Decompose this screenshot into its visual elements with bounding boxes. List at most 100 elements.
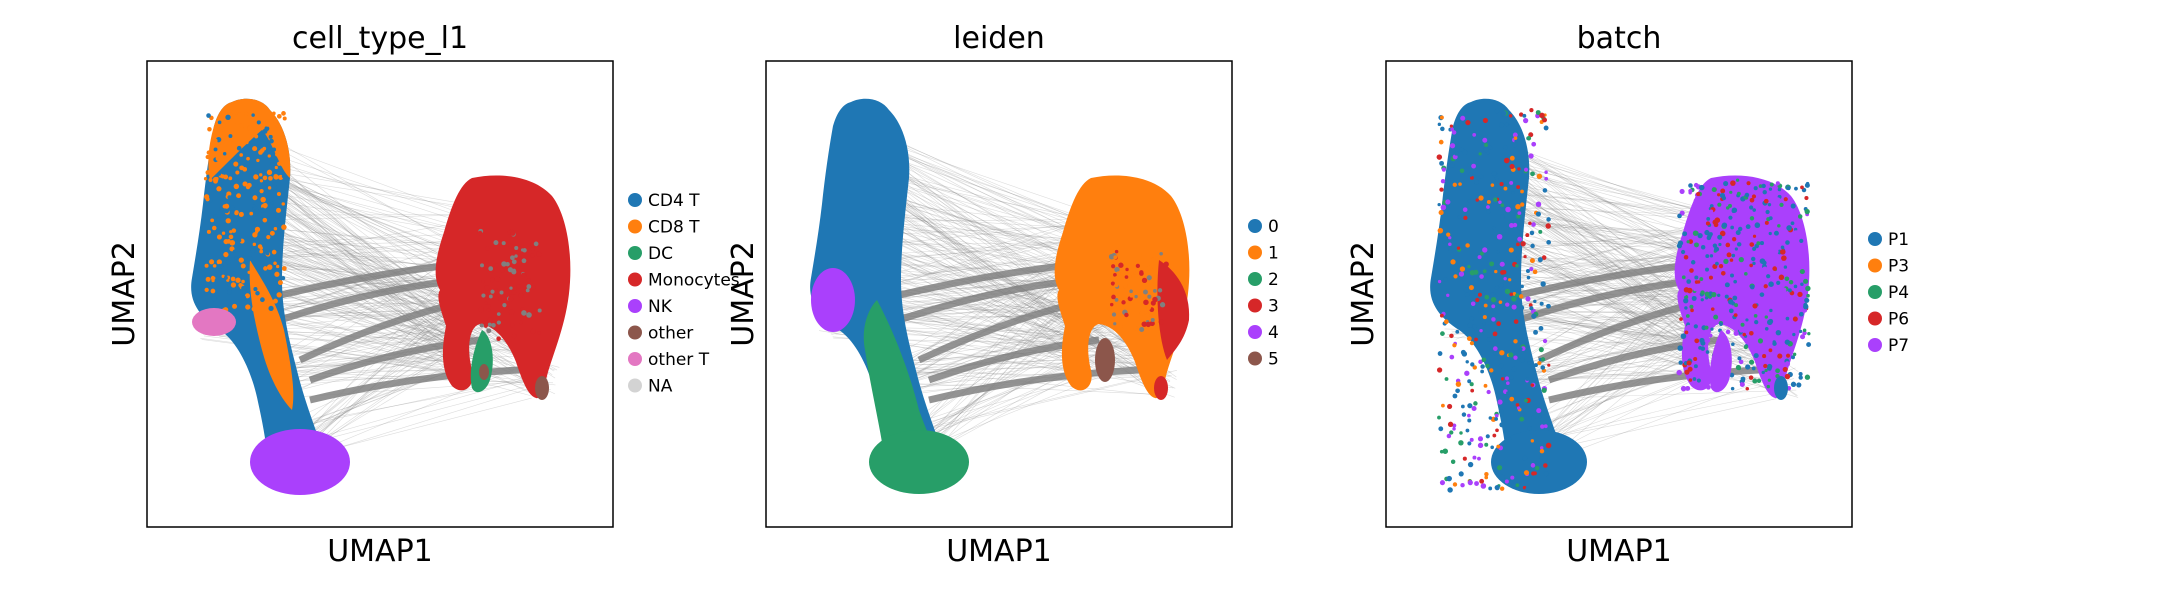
cell-point xyxy=(1459,266,1466,272)
cell-point xyxy=(1451,130,1457,135)
cell-point xyxy=(264,295,269,300)
cell-point xyxy=(236,145,242,151)
cell-point xyxy=(487,322,492,327)
cell-point xyxy=(253,174,259,180)
cell-point xyxy=(1447,403,1453,410)
cell-point xyxy=(1676,369,1682,376)
graph-edge xyxy=(261,288,469,344)
cell-point xyxy=(1756,241,1761,246)
legend-marker xyxy=(628,193,642,207)
cell-point xyxy=(273,261,277,266)
cell-point xyxy=(1446,433,1452,439)
cell-point xyxy=(1508,114,1513,118)
legend-marker xyxy=(1868,285,1882,299)
cell-point xyxy=(1491,225,1496,230)
cell-point xyxy=(1480,483,1487,489)
graph-edge xyxy=(871,226,1088,317)
cell-point xyxy=(1129,289,1133,294)
cell-point xyxy=(256,120,261,125)
cell-point xyxy=(1684,330,1689,335)
cell-point xyxy=(240,295,247,301)
cell-point xyxy=(1704,229,1710,236)
cell-point xyxy=(1131,274,1135,279)
graph-edge xyxy=(863,210,1177,380)
cell-point xyxy=(496,336,501,342)
cell-point xyxy=(1749,197,1755,203)
cell-point xyxy=(1804,297,1810,303)
cell-point xyxy=(1470,301,1476,307)
cell-point xyxy=(1704,325,1709,330)
cell-point xyxy=(1437,227,1444,234)
cell-point xyxy=(1513,319,1519,324)
cd8-t-cluster xyxy=(249,260,294,410)
cell-point xyxy=(267,148,272,153)
cell-point xyxy=(1450,259,1456,265)
cell-point xyxy=(1478,174,1484,179)
cell-point xyxy=(1139,310,1145,316)
cell-point xyxy=(1152,289,1157,293)
cell-point xyxy=(1530,383,1535,387)
cell-point xyxy=(1543,463,1548,468)
cell-point xyxy=(488,294,493,299)
cell-point xyxy=(519,320,523,325)
cell-point xyxy=(1752,261,1756,266)
cell-point xyxy=(1494,485,1500,491)
cell-point xyxy=(204,291,208,296)
cell-point xyxy=(1744,272,1748,276)
cell-point xyxy=(1455,329,1460,334)
cell-point xyxy=(270,201,274,205)
cell-point xyxy=(228,234,234,240)
cell-point xyxy=(1524,398,1528,403)
cell-point xyxy=(1467,199,1471,203)
cell-point xyxy=(271,184,278,191)
cell-point xyxy=(1437,351,1443,356)
cell-point xyxy=(253,296,259,302)
plot-frame xyxy=(146,60,614,528)
cell-point xyxy=(1738,359,1744,365)
cell-point xyxy=(491,323,496,328)
cell-point xyxy=(1749,250,1753,255)
cell-point xyxy=(1717,293,1721,297)
cell-point xyxy=(1114,266,1120,273)
cell-point xyxy=(209,259,215,265)
cell-point xyxy=(1463,287,1469,293)
cell-point xyxy=(477,230,483,236)
cell-point xyxy=(258,150,263,155)
cell-point xyxy=(1449,430,1454,435)
cell-point xyxy=(1786,186,1791,191)
cell-point xyxy=(1705,221,1710,226)
cell-point xyxy=(1483,303,1488,308)
cell-point xyxy=(238,211,244,217)
cell-point xyxy=(1141,253,1146,258)
cell-point xyxy=(1496,249,1500,254)
cell-point xyxy=(1776,280,1781,285)
cell-point xyxy=(1784,373,1791,380)
legend-label: 4 xyxy=(1268,323,1279,343)
cell-point xyxy=(1717,202,1722,207)
cell-point xyxy=(1698,211,1702,215)
cell-point xyxy=(1502,145,1508,150)
cell-point xyxy=(1527,360,1531,365)
cell-point xyxy=(1797,214,1803,219)
cell-point xyxy=(1538,347,1544,353)
graph-edge xyxy=(253,271,456,351)
cell-point xyxy=(1483,147,1489,153)
graph-edge xyxy=(255,182,477,360)
cell-point xyxy=(1499,214,1505,220)
cell-point xyxy=(244,293,251,299)
cell-point xyxy=(1742,247,1747,252)
cell-point xyxy=(1505,381,1510,385)
cell-point xyxy=(1528,221,1532,226)
cell-point xyxy=(244,111,249,117)
cell-point xyxy=(1513,136,1518,140)
legend-marker xyxy=(628,246,642,260)
cell-point xyxy=(1529,258,1535,264)
cell-point xyxy=(271,249,277,255)
cell-point xyxy=(1698,220,1702,224)
cell-point xyxy=(1796,382,1802,388)
cell-point xyxy=(238,282,243,288)
legend-label: 1 xyxy=(1268,244,1279,264)
cell-point xyxy=(1773,230,1779,236)
cell-point xyxy=(1766,384,1771,389)
cell-point xyxy=(1474,337,1478,342)
